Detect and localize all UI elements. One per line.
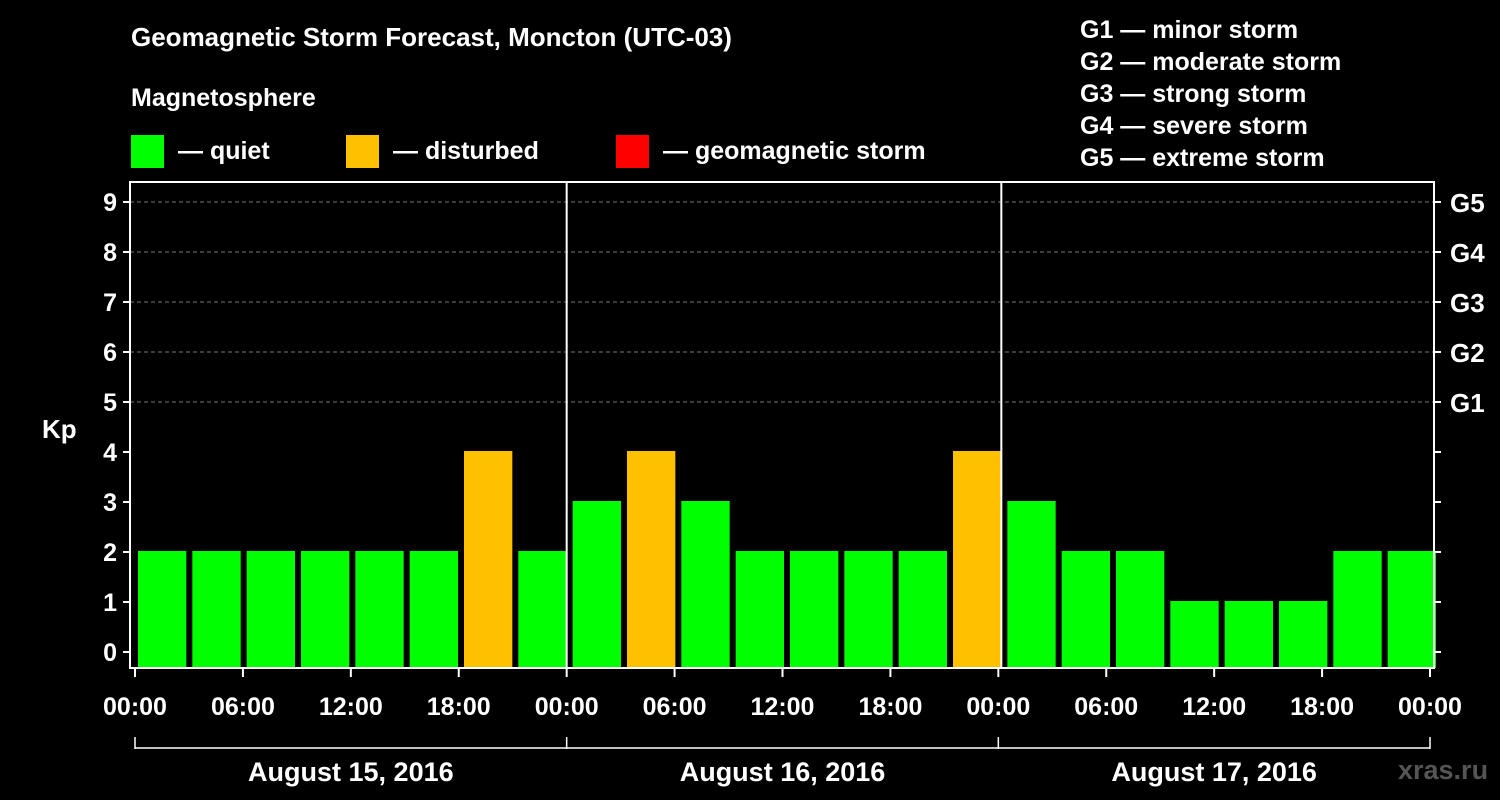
storm-swatch — [616, 134, 649, 168]
g5-legend: G5 — extreme storm — [1080, 144, 1325, 172]
kp-bar — [1279, 601, 1328, 668]
kp-bar — [681, 501, 730, 668]
x-tick-label: 00:00 — [535, 693, 599, 721]
g-level-label: G5 — [1450, 188, 1485, 218]
legend-disturbed-label: — disturbed — [393, 136, 539, 165]
x-tick-label: 18:00 — [858, 693, 922, 721]
kp-bar — [1387, 551, 1436, 668]
g-scale-legend: G1 — minor storm G2 — moderate storm G3 … — [1080, 14, 1341, 174]
kp-bar — [409, 551, 458, 668]
x-tick-label: 12:00 — [319, 693, 383, 721]
kp-bar — [898, 551, 947, 668]
y-tick-label: 1 — [103, 589, 117, 617]
kp-bar — [1061, 551, 1110, 668]
y-tick-label: 4 — [103, 439, 117, 467]
x-tick-label: 12:00 — [751, 693, 815, 721]
y-axis-label: Kp — [42, 414, 77, 444]
kp-bar — [1333, 551, 1382, 668]
y-tick-label: 7 — [103, 289, 117, 317]
day-label: August 17, 2016 — [1111, 757, 1317, 787]
day-label: August 15, 2016 — [248, 757, 454, 787]
day-label: August 16, 2016 — [680, 757, 886, 787]
y-tick-label: 3 — [103, 489, 117, 517]
y-tick-label: 8 — [103, 239, 117, 267]
kp-bar — [246, 551, 295, 668]
g-level-label: G2 — [1450, 338, 1485, 368]
legend-storm: — geomagnetic storm — [616, 134, 926, 168]
g1-legend: G1 — minor storm — [1080, 16, 1299, 44]
g-level-label: G3 — [1450, 288, 1485, 318]
disturbed-swatch — [346, 134, 379, 168]
g-level-label: G4 — [1450, 238, 1485, 268]
kp-bar — [953, 451, 1002, 668]
chart-title: Geomagnetic Storm Forecast, Moncton (UTC… — [131, 22, 732, 52]
x-tick-label: 06:00 — [643, 693, 707, 721]
legend-subtitle: Magnetosphere — [131, 84, 316, 112]
g2-legend: G2 — moderate storm — [1080, 48, 1342, 76]
y-tick-label: 2 — [103, 539, 117, 567]
g-level-label: G1 — [1450, 388, 1485, 418]
y-tick-label: 9 — [103, 189, 117, 217]
y-tick-label: 6 — [103, 339, 117, 367]
x-tick-label: 18:00 — [427, 693, 491, 721]
x-tick-label: 00:00 — [966, 693, 1030, 721]
kp-bar — [518, 551, 567, 668]
x-tick-label: 00:00 — [103, 693, 167, 721]
kp-bar — [627, 451, 676, 668]
legend-quiet: — quiet — [131, 134, 270, 168]
x-tick-label: 06:00 — [1074, 693, 1138, 721]
quiet-swatch — [131, 134, 164, 168]
kp-bar — [572, 501, 621, 668]
y-tick-label: 5 — [103, 389, 117, 417]
legend-storm-label: — geomagnetic storm — [663, 136, 926, 165]
kp-bar — [844, 551, 893, 668]
legend-disturbed: — disturbed — [346, 134, 539, 168]
kp-bar — [301, 551, 350, 668]
kp-bar — [1224, 601, 1273, 668]
legend-quiet-label: — quiet — [178, 136, 270, 165]
kp-bar — [790, 551, 839, 668]
kp-bar — [735, 551, 784, 668]
kp-bar — [464, 451, 513, 668]
y-tick-label: 0 — [103, 639, 117, 667]
kp-bar — [1007, 501, 1056, 668]
kp-bar — [192, 551, 241, 668]
kp-bar — [1170, 601, 1219, 668]
x-tick-label: 06:00 — [211, 693, 275, 721]
g3-legend: G3 — strong storm — [1080, 80, 1307, 108]
watermark: xras.ru — [1398, 755, 1489, 785]
kp-bar — [355, 551, 404, 668]
kp-bar — [138, 551, 187, 668]
x-tick-label: 18:00 — [1290, 693, 1354, 721]
kp-bar — [1116, 551, 1165, 668]
x-tick-label: 12:00 — [1182, 693, 1246, 721]
x-tick-label: 00:00 — [1398, 693, 1462, 721]
g4-legend: G4 — severe storm — [1080, 112, 1308, 140]
